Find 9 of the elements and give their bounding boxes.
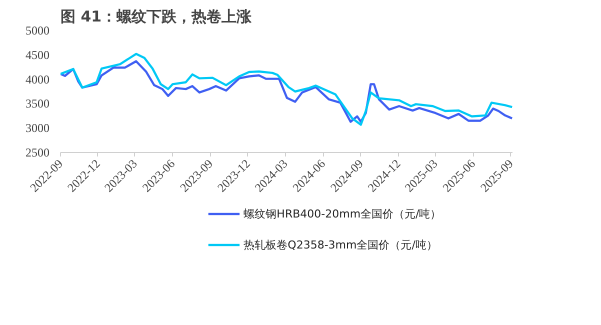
legend-label: 热轧板卷Q2358-3mm全国价（元/吨）	[244, 238, 438, 252]
y-tick-label: 3000	[26, 121, 50, 136]
y-tick-label: 2500	[26, 146, 50, 160]
y-tick-label: 5000	[26, 24, 50, 38]
chart-title: 图 41：螺纹下跌，热卷上涨	[60, 8, 253, 26]
y-tick-label: 4000	[26, 72, 50, 86]
legend-label: 螺纹钢HRB400-20mm全国价（元/吨）	[244, 208, 442, 220]
y-tick-label: 3500	[26, 96, 50, 111]
y-tick-label: 4500	[26, 48, 50, 62]
